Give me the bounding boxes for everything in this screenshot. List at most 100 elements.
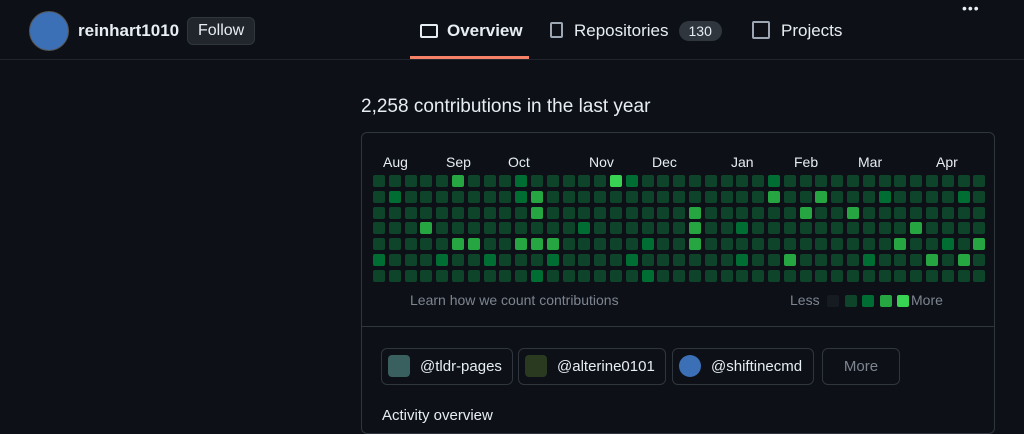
org-name: @shiftinecmd [711, 358, 803, 375]
day-cell [752, 222, 765, 235]
day-cell [910, 175, 923, 187]
day-cell [499, 206, 512, 219]
day-cell [768, 269, 780, 282]
avatar[interactable] [29, 11, 69, 51]
day-cell [404, 222, 417, 235]
menu[interactable]: ••• [962, 0, 980, 16]
day-cell [625, 269, 638, 282]
day-cell [452, 206, 464, 219]
day-cell [752, 206, 765, 219]
tab-repositories[interactable]: Repositories 130 [550, 21, 722, 41]
day-cell [420, 238, 433, 251]
day-cell [878, 190, 891, 203]
day-cell [641, 222, 654, 235]
day-cell [957, 269, 970, 282]
day-cell [941, 190, 954, 203]
day-cell [752, 238, 765, 251]
tab-overview[interactable]: Overview [420, 21, 523, 41]
day-cell [562, 254, 575, 266]
legend-cell [862, 295, 874, 307]
day-cell [499, 175, 512, 187]
day-cell [546, 206, 559, 219]
day-cell [720, 269, 733, 282]
day-cell [831, 190, 844, 203]
box-divider [362, 326, 994, 327]
more-button[interactable]: More [822, 348, 900, 385]
day-cell [388, 238, 401, 251]
day-cell [878, 175, 891, 187]
legend-cell [897, 295, 909, 307]
day-cell [546, 254, 559, 266]
day-cell [531, 254, 543, 266]
day-cell [625, 222, 638, 235]
org-badge[interactable]: @alterine0101 [518, 348, 666, 385]
day-cell [404, 206, 417, 219]
day-cell [625, 206, 638, 219]
day-cell [894, 222, 907, 235]
day-cell [847, 254, 859, 266]
month-label: Aug [383, 154, 408, 170]
day-cell [436, 206, 449, 219]
day-cell [610, 269, 622, 282]
day-cell [799, 222, 812, 235]
day-cell [957, 254, 970, 266]
day-cell [594, 206, 607, 219]
day-cell [862, 254, 875, 266]
tab-projects[interactable]: Projects [752, 21, 842, 41]
tab-label: Overview [447, 21, 523, 40]
day-cell [673, 206, 686, 219]
day-cell [483, 269, 496, 282]
day-cell [878, 222, 891, 235]
day-cell [515, 175, 528, 187]
day-cell [704, 175, 717, 187]
day-cell [736, 238, 749, 251]
day-cell [689, 238, 701, 251]
day-cell [894, 269, 907, 282]
day-cell [657, 238, 670, 251]
month-label: Dec [652, 154, 677, 170]
day-cell [894, 254, 907, 266]
day-cell [783, 222, 796, 235]
month-label: Feb [794, 154, 819, 170]
day-cell [862, 269, 875, 282]
org-badge[interactable]: @tldr-pages [381, 348, 513, 385]
day-cell [578, 254, 591, 266]
day-cell [452, 238, 464, 251]
day-cell [610, 238, 622, 251]
day-cell [531, 206, 543, 219]
day-cell [452, 269, 464, 282]
day-cell [720, 175, 733, 187]
day-cell [957, 222, 970, 235]
day-cell [799, 175, 812, 187]
day-cell [452, 222, 464, 235]
day-cell [657, 175, 670, 187]
org-badge[interactable]: @shiftinecmd [672, 348, 814, 385]
day-cell [720, 254, 733, 266]
day-cell [546, 238, 559, 251]
day-cell [388, 222, 401, 235]
day-cell [373, 222, 385, 235]
day-cell [625, 190, 638, 203]
day-cell [467, 190, 480, 203]
day-cell [736, 175, 749, 187]
day-cell [420, 190, 433, 203]
day-cell [531, 222, 543, 235]
day-cell [610, 190, 622, 203]
day-cell [941, 222, 954, 235]
day-cell [831, 222, 844, 235]
org-name: @tldr-pages [420, 358, 502, 375]
day-cell [783, 269, 796, 282]
day-cell [373, 254, 385, 266]
day-cell [610, 254, 622, 266]
day-cell [973, 190, 986, 203]
username[interactable]: reinhart1010 [78, 21, 180, 40]
day-cell [578, 222, 591, 235]
day-cell [783, 190, 796, 203]
day-cell [673, 238, 686, 251]
day-cell [831, 269, 844, 282]
day-cell [752, 254, 765, 266]
follow-button[interactable]: Follow [187, 17, 256, 45]
day-cell [894, 238, 907, 251]
learn-link[interactable]: Learn how we count contributions [410, 292, 619, 308]
